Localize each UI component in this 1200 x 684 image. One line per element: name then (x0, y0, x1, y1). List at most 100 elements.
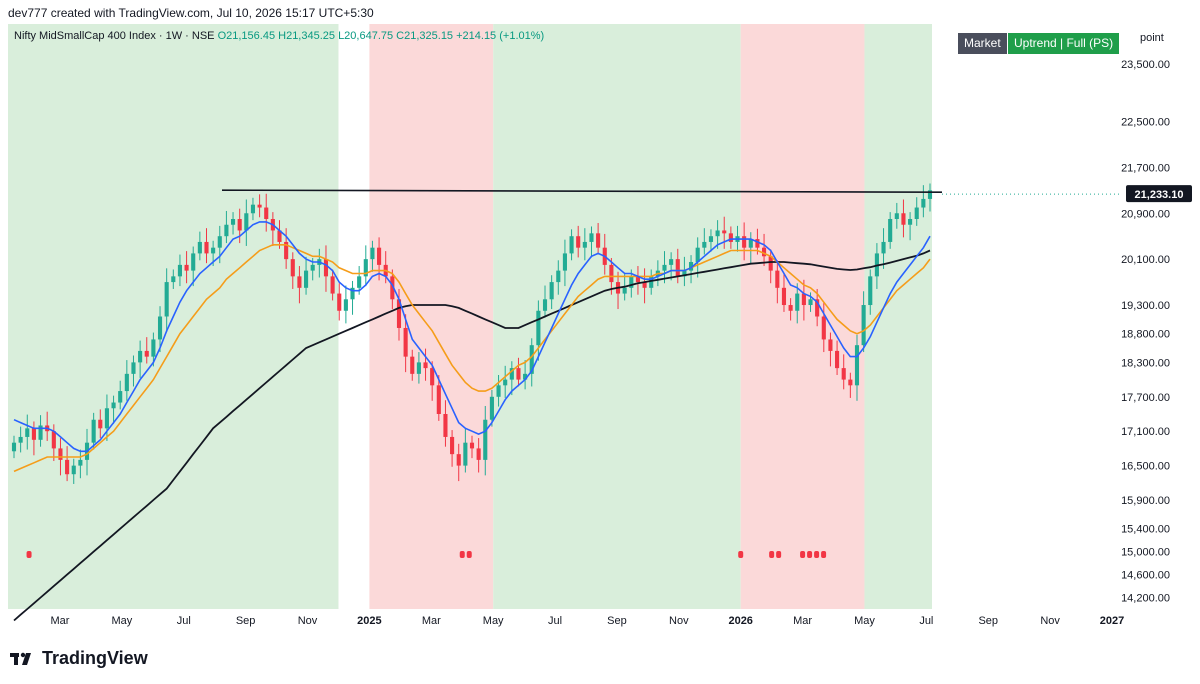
candle-body (370, 247, 375, 260)
candle-body (795, 293, 800, 311)
candle-body (788, 305, 793, 311)
signal-marker (800, 551, 806, 558)
chart-credit: dev777 created with TradingView.com, Jul… (8, 6, 374, 20)
candle-body (496, 385, 501, 397)
regime-band-downtrend (740, 24, 865, 609)
signal-marker (821, 551, 827, 558)
signal-marker (466, 551, 472, 558)
candle-body (343, 299, 348, 311)
candle-body (330, 276, 335, 294)
candle-body (65, 459, 70, 475)
candle-body (304, 270, 309, 288)
time-tick-label: Jul (919, 615, 933, 627)
candle-body (310, 264, 315, 271)
candle-body (476, 448, 481, 460)
candle-body (410, 356, 415, 374)
candle-body (124, 373, 129, 392)
candle-body (622, 287, 627, 294)
time-tick-label: Jul (177, 615, 191, 627)
candle-body (642, 282, 647, 288)
time-tick-label: Nov (298, 615, 318, 627)
candle-body (781, 287, 787, 306)
ohlc-values: O21,156.45 H21,345.25 L20,647.75 C21,325… (217, 30, 545, 42)
candle-body (297, 276, 302, 288)
candle-body (396, 299, 402, 328)
candle-body (78, 459, 83, 466)
last-price-tag-label: 21,233.10 (1135, 189, 1184, 201)
candle-body (908, 219, 913, 225)
regime-bands (8, 24, 932, 609)
time-tick-label: Nov (669, 615, 689, 627)
time-tick-label: Sep (236, 615, 256, 627)
candle-body (914, 207, 919, 219)
candle-body (171, 276, 176, 283)
tradingview-brand-text: TradingView (42, 648, 148, 668)
candle-body (695, 247, 700, 263)
candle-body (509, 368, 514, 380)
price-tick-label: 19,300.00 (1121, 300, 1170, 312)
price-tick-label: 20,900.00 (1121, 208, 1170, 220)
candle-body (357, 276, 362, 288)
price-tick-label: 18,300.00 (1121, 357, 1170, 369)
candle-body (523, 373, 528, 380)
candle-body (244, 213, 249, 231)
signal-marker (738, 551, 744, 558)
price-tick-label: 20,100.00 (1121, 254, 1170, 266)
candle-body (469, 442, 475, 449)
candle-body (18, 436, 23, 443)
chart-area[interactable]: 23,500.00 22,500.00 21,700.00 20,900.00 20,1… (0, 24, 1200, 634)
candle-body (881, 241, 886, 254)
candle-body (38, 425, 43, 440)
candle-body (835, 350, 840, 369)
candle-body (609, 264, 614, 283)
candle-body (742, 236, 747, 248)
candle-body (211, 247, 216, 254)
scale-mode-label[interactable]: point (1140, 32, 1164, 44)
time-tick-label: May (111, 615, 132, 627)
symbol-legend: Nifty MidSmallCap 400 Index · 1W · NSE O… (14, 30, 544, 42)
candle-body (841, 368, 846, 380)
time-tick-label: 2026 (728, 615, 752, 627)
candle-body (164, 282, 169, 317)
candle-body (423, 362, 428, 369)
candle-body (337, 293, 342, 311)
price-tick-label: 14,200.00 (1121, 593, 1170, 605)
price-tick-label: 15,900.00 (1121, 495, 1170, 507)
candle-body (854, 345, 860, 386)
candle-body (748, 239, 753, 248)
resistance-line (221, 189, 943, 193)
signal-marker (26, 551, 32, 558)
candle-body (416, 362, 421, 374)
candle-body (589, 233, 594, 242)
candle-body (675, 259, 680, 277)
candle-body (682, 270, 687, 277)
candle-body (927, 190, 933, 199)
candle-body (828, 339, 833, 351)
candle-body (191, 253, 196, 271)
candle-body (921, 198, 926, 208)
candle-body (821, 316, 826, 340)
candle-body (157, 316, 163, 340)
candle-body (224, 224, 229, 237)
candle-body (98, 419, 103, 429)
price-tick-label: 23,500.00 (1121, 59, 1170, 71)
time-tick-label: 2025 (357, 615, 381, 627)
candle-body (569, 236, 574, 254)
candle-body (801, 293, 806, 306)
price-axis-bg (1122, 24, 1200, 609)
candle-body (430, 368, 435, 386)
candle-body (51, 431, 56, 449)
signal-marker (459, 551, 465, 558)
candle-body (529, 345, 534, 374)
ema-fast-line (13, 221, 931, 453)
candle-body (635, 276, 640, 283)
candle-body (436, 385, 441, 414)
candle-body (377, 247, 382, 265)
candle-body (217, 236, 222, 248)
candle-body (151, 339, 156, 357)
candle-body (111, 402, 116, 409)
candle-body (323, 259, 329, 277)
candle-body (722, 230, 727, 234)
price-chart[interactable]: 23,500.00 22,500.00 21,700.00 20,900.00 20,1… (0, 24, 1200, 634)
footer-brand[interactable]: TradingView (10, 648, 148, 669)
